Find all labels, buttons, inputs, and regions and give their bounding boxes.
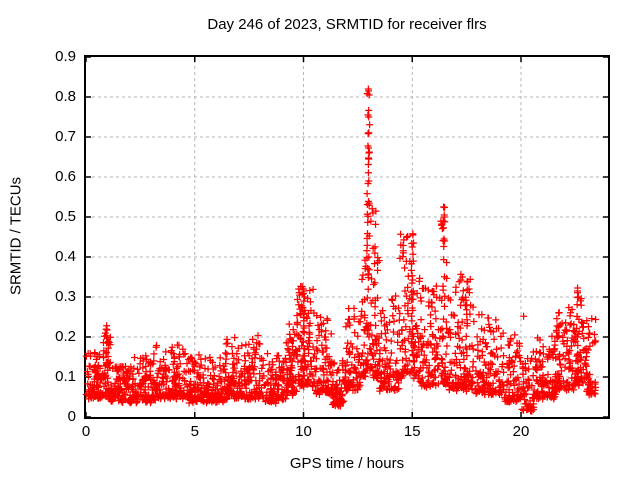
y-tick-label: 0.2 xyxy=(55,328,76,345)
y-tick-label: 0.5 xyxy=(55,208,76,225)
x-tick-label: 10 xyxy=(295,423,312,440)
y-tick-label: 0.4 xyxy=(55,248,76,265)
y-tick-label: 0.8 xyxy=(55,88,76,105)
y-axis-title-text: SRMTID / TECUs xyxy=(7,176,25,296)
y-tick-label: 0.9 xyxy=(55,48,76,65)
x-tick-label: 5 xyxy=(190,423,199,440)
y-tick-label: 0.7 xyxy=(55,128,76,145)
x-axis-title: GPS time / hours xyxy=(289,455,405,472)
chart-title: Day 246 of 2023, SRMTID for receiver flr… xyxy=(207,16,487,33)
scatter-canvas xyxy=(80,51,614,423)
y-tick-label: 0.6 xyxy=(55,168,76,185)
plot-area xyxy=(80,51,614,423)
y-tick-label: 0.1 xyxy=(55,368,76,385)
y-tick-label: 0.3 xyxy=(55,288,76,305)
x-tick-label: 20 xyxy=(512,423,530,440)
y-tick-label: 0 xyxy=(67,408,76,425)
x-tick-label: 0 xyxy=(81,423,91,440)
x-tick-label: 15 xyxy=(403,423,421,440)
